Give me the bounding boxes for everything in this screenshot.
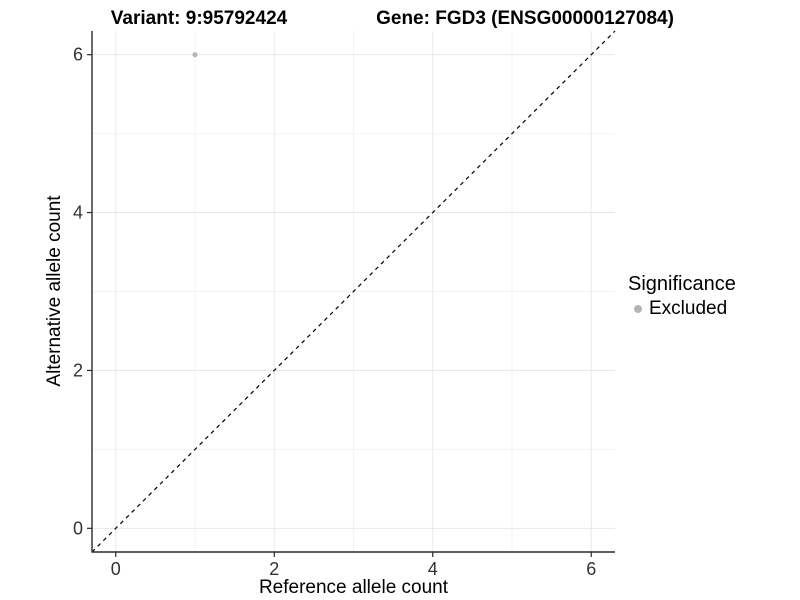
- plot-title-variant: Variant: 9:95792424: [110, 8, 288, 29]
- y-tick-label: 0: [73, 518, 83, 538]
- data-point-icon: [192, 52, 198, 58]
- y-axis-title: Alternative allele count: [44, 195, 65, 387]
- legend-item: Excluded: [628, 298, 736, 319]
- y-tick-label: 4: [73, 203, 83, 223]
- x-tick-label: 6: [586, 559, 596, 579]
- legend-item-label: Excluded: [649, 298, 728, 319]
- x-axis-title: Reference allele count: [258, 577, 449, 598]
- x-tick-label: 0: [111, 559, 121, 579]
- legend-items: Excluded: [628, 298, 736, 319]
- x-tick-label: 2: [269, 559, 279, 579]
- legend-title: Significance: [628, 273, 736, 295]
- legend-marker-icon: [634, 304, 642, 313]
- identity-reference-line: [91, 30, 616, 553]
- legend: Significance Excluded: [628, 273, 736, 319]
- y-tick-label: 2: [73, 360, 83, 380]
- plot-title-gene: Gene: FGD3 (ENSG00000127084): [376, 8, 674, 29]
- y-tick-label: 6: [73, 45, 83, 65]
- x-tick-label: 4: [428, 559, 438, 579]
